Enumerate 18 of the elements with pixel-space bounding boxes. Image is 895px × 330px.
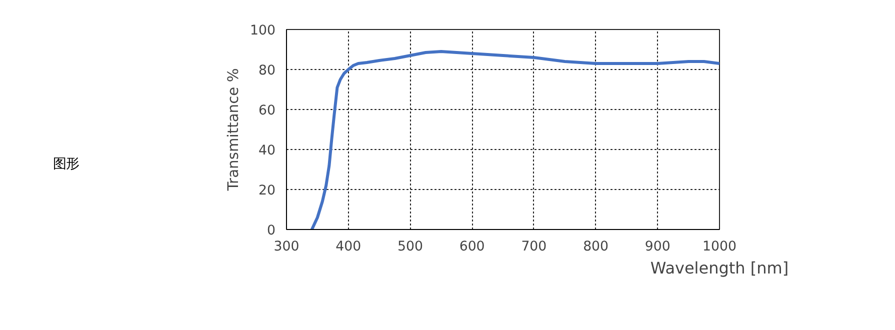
y-tick-label: 80 bbox=[258, 64, 276, 78]
y-axis-title: Transmittance % bbox=[225, 68, 242, 192]
x-tick-label: 400 bbox=[336, 240, 362, 254]
y-tick-label: 20 bbox=[258, 184, 276, 198]
x-tick-label: 700 bbox=[521, 240, 547, 254]
x-tick-label: 300 bbox=[274, 240, 300, 254]
y-tick-label: 40 bbox=[258, 144, 276, 158]
x-tick-label: 500 bbox=[397, 240, 423, 254]
text: 图形 bbox=[53, 156, 79, 174]
y-tick-label: 0 bbox=[267, 224, 276, 238]
x-axis-title: Wavelength [nm] bbox=[650, 258, 789, 278]
x-tick-label: 800 bbox=[583, 240, 609, 254]
line-series bbox=[310, 50, 720, 230]
x-tick-label: 900 bbox=[644, 240, 670, 254]
x-tick-label: 1000 bbox=[702, 240, 736, 254]
y-tick-label: 100 bbox=[250, 24, 276, 38]
y-tick-label: 60 bbox=[258, 104, 276, 118]
x-tick-label: 600 bbox=[459, 240, 485, 254]
